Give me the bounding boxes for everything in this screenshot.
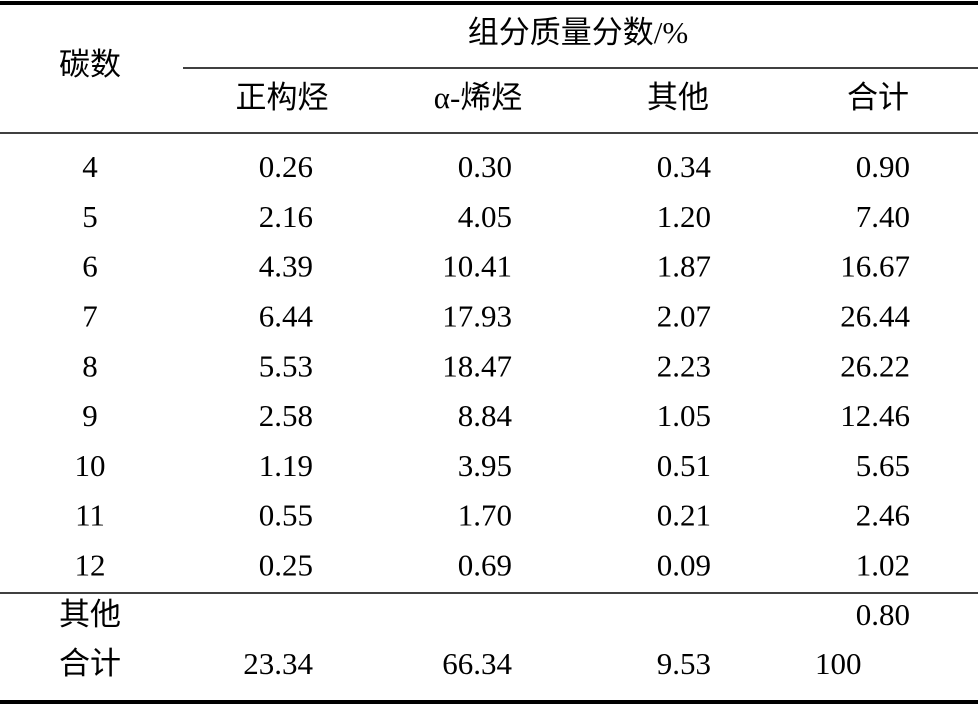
cell: 0.69 [458, 548, 512, 583]
cell: 0.26 [259, 149, 313, 184]
cell: 23.34 [243, 646, 313, 681]
row-label: 8 [82, 348, 98, 383]
cell: 0.51 [657, 448, 711, 483]
row-label: 11 [75, 498, 105, 533]
cell: 2.58 [259, 398, 313, 433]
cell: 26.22 [840, 348, 910, 383]
cell: 0.34 [657, 149, 712, 184]
row-label: 7 [82, 299, 98, 334]
cell: 26.44 [840, 299, 910, 334]
cell: 100 [815, 646, 862, 681]
cell: 6.44 [259, 299, 314, 334]
row-label: 6 [82, 249, 98, 284]
cell: 16.67 [840, 249, 910, 284]
row-header: 碳数 [59, 47, 121, 82]
cell: 4.05 [458, 199, 512, 234]
cell: 0.09 [657, 548, 711, 583]
cell: 0.21 [657, 498, 711, 533]
cell: 17.93 [442, 299, 512, 334]
cell: 1.87 [657, 249, 711, 284]
row-label: 合计 [59, 646, 121, 681]
cell: 66.34 [442, 646, 512, 681]
cell: 1.70 [458, 498, 512, 533]
cell: 2.46 [856, 498, 910, 533]
cell: 2.23 [657, 348, 711, 383]
cell: 0.80 [856, 597, 910, 632]
row-label: 12 [75, 548, 106, 583]
cell: 1.20 [657, 199, 711, 234]
cell: 1.19 [259, 448, 313, 483]
cell: 18.47 [442, 348, 512, 383]
column-header: 正构烃 [236, 80, 329, 115]
cell: 5.53 [259, 348, 313, 383]
cell: 12.46 [840, 398, 910, 433]
cell: 2.16 [259, 199, 313, 234]
cell: 0.55 [259, 498, 313, 533]
cell: 1.05 [657, 398, 711, 433]
row-label: 4 [82, 149, 98, 184]
cell: 3.95 [458, 448, 512, 483]
cell: 5.65 [856, 448, 910, 483]
group-header: 组分质量分数/% [468, 15, 688, 50]
cell: 4.39 [259, 249, 313, 284]
row-label: 5 [82, 199, 98, 234]
cell: 9.53 [657, 646, 711, 681]
row-label: 其他 [59, 597, 121, 632]
column-header: 其他 [647, 80, 709, 115]
row-label: 9 [82, 398, 98, 433]
cell: 0.90 [856, 149, 910, 184]
cell: 7.40 [856, 199, 910, 234]
cell: 0.30 [458, 149, 512, 184]
cell: 1.02 [856, 548, 910, 583]
column-header: α-烯烃 [434, 80, 523, 115]
column-header: 合计 [847, 80, 909, 115]
cell: 2.07 [657, 299, 711, 334]
row-label: 10 [75, 448, 106, 483]
cell: 0.25 [259, 548, 313, 583]
cell: 10.41 [442, 249, 512, 284]
cell: 8.84 [458, 398, 513, 433]
